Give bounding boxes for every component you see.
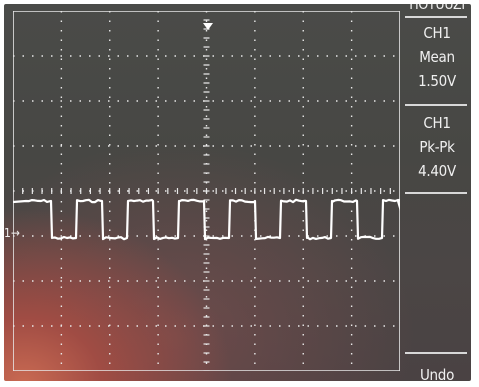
trigger-marker bbox=[203, 23, 213, 30]
measure2-name: Pk-Pk bbox=[419, 138, 455, 156]
undo-button[interactable]: Undo bbox=[419, 366, 455, 381]
measure1-channel: CH1 bbox=[423, 24, 451, 42]
oscilloscope-screen: 1→ HOTUUZI CH1 Mean 1.50V CH1 Pk-Pk 4.40… bbox=[4, 4, 471, 381]
measure2-value: 4.40V bbox=[418, 162, 456, 180]
waveform-plot bbox=[13, 11, 400, 371]
channel-1-marker: 1→ bbox=[4, 226, 20, 240]
measure1-value: 1.50V bbox=[418, 72, 456, 90]
panel-divider bbox=[405, 104, 467, 106]
panel-top-label: HOTUUZI bbox=[409, 4, 465, 13]
measure1-name: Mean bbox=[419, 48, 455, 66]
signal-trace bbox=[13, 198, 400, 241]
panel-divider bbox=[405, 16, 467, 18]
panel-divider bbox=[405, 352, 467, 354]
panel-divider bbox=[405, 192, 467, 194]
graticule-grid bbox=[13, 11, 400, 371]
measurement-panel: HOTUUZI CH1 Mean 1.50V CH1 Pk-Pk 4.40V U… bbox=[403, 4, 471, 381]
measure2-channel: CH1 bbox=[423, 114, 451, 132]
